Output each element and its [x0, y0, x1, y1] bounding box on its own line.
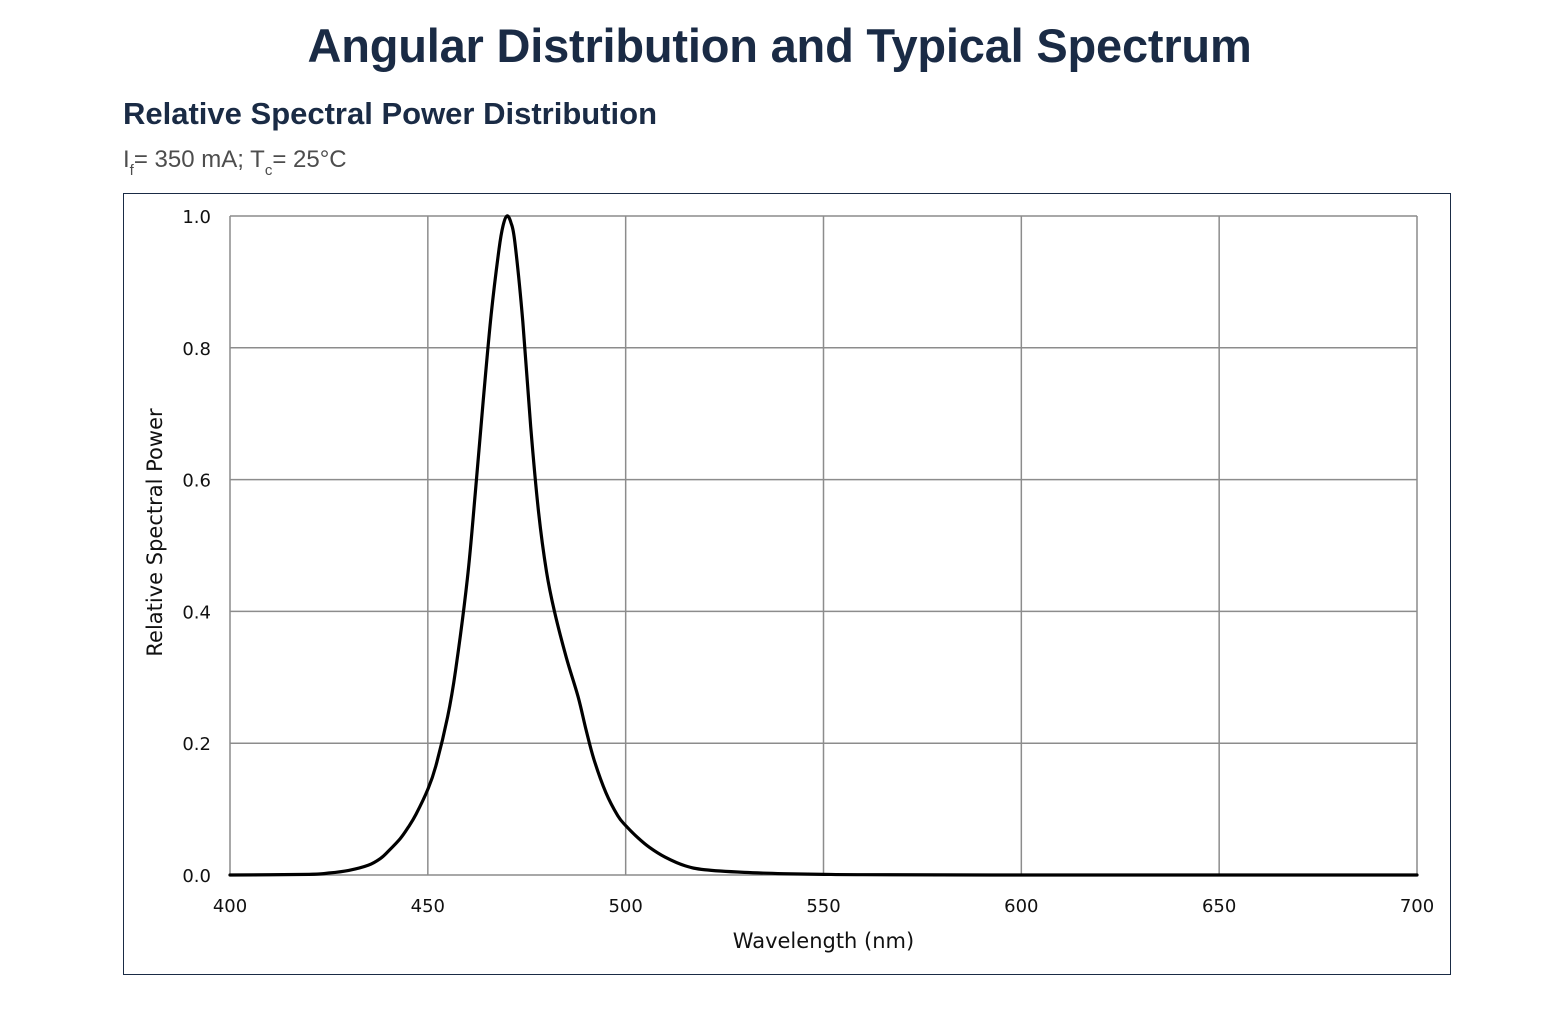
y-tick-label: 0.0 — [182, 866, 211, 887]
tc-value: = 25°C — [272, 146, 347, 173]
tick-labels: 400 450 500 550 600 650 700 0.0 0.2 0.4 0.6 0.8 1.0 — [182, 207, 1434, 917]
spectrum-curve — [228, 214, 1419, 877]
y-tick-label: 0.6 — [182, 471, 211, 492]
section-title: Relative Spectral Power Distribution — [123, 96, 658, 131]
y-axis-label: Relative Spectral Power — [143, 408, 167, 657]
y-tick-label: 0.4 — [182, 602, 211, 623]
chart-frame: 400 450 500 550 600 650 700 0.0 0.2 0.4 0.6 0.8 1.0 … — [123, 193, 1451, 975]
x-tick-label: 550 — [806, 896, 840, 917]
x-tick-label: 400 — [213, 896, 247, 917]
x-tick-label: 450 — [411, 896, 445, 917]
y-tick-label: 0.8 — [182, 339, 211, 360]
spectrum-chart: 400 450 500 550 600 650 7000.00.20.40.60.81.0 … — [143, 207, 1434, 953]
if-subscript: f — [129, 162, 134, 179]
x-axis-label: Wavelength (nm) — [733, 929, 914, 953]
x-tick-label: 600 — [1004, 896, 1038, 917]
x-tick-label: 650 — [1202, 896, 1236, 917]
y-tick-label: 0.2 — [182, 734, 211, 755]
x-tick-label: 700 — [1400, 896, 1434, 917]
x-tick-label: 500 — [608, 896, 642, 917]
y-tick-label: 1.0 — [182, 207, 211, 228]
grid — [229, 215, 1418, 876]
page-title: Angular Distribution and Typical Spectru… — [307, 19, 1252, 72]
test-conditions: If= 350 mA; Tc= 25°C — [123, 146, 347, 179]
if-value: = 350 mA; — [133, 146, 251, 173]
curve-layer — [228, 214, 1419, 877]
if-symbol: I — [123, 146, 130, 173]
tc-subscript: c — [264, 162, 273, 179]
tc-symbol: T — [250, 146, 265, 173]
